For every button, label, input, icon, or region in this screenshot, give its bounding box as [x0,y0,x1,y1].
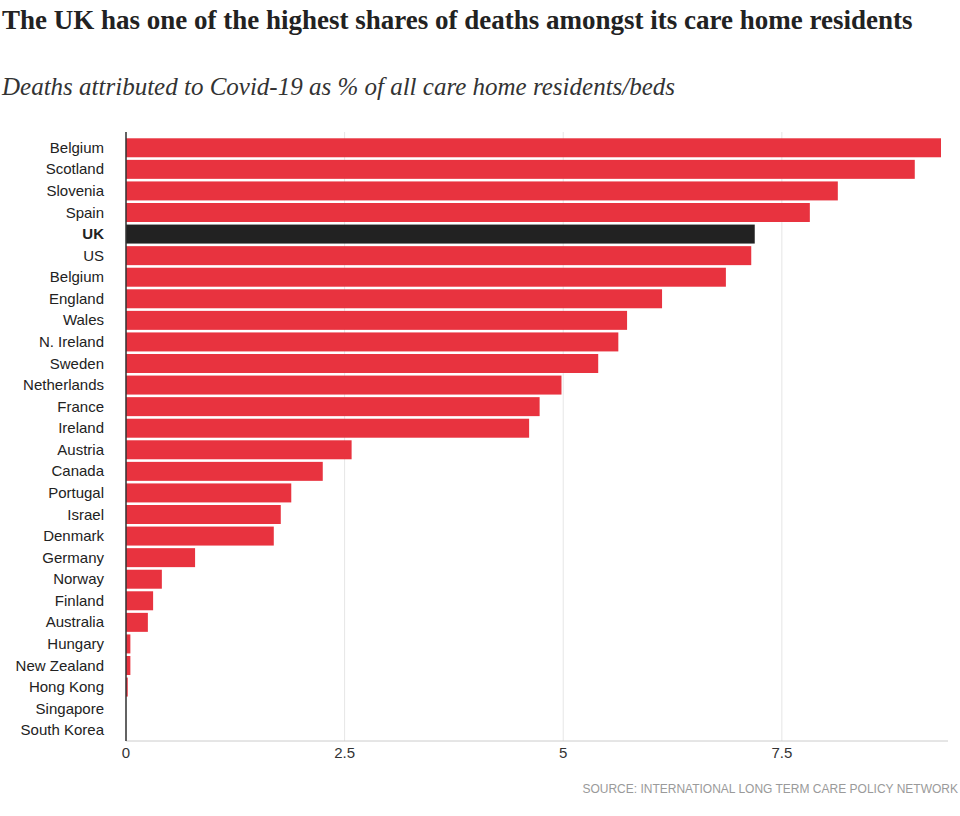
bar [126,289,662,308]
category-label: Slovenia [46,182,104,199]
category-label: Denmark [43,527,104,544]
category-label: Belgium [50,139,104,156]
category-label: Australia [46,613,105,630]
tick-label: 0 [122,744,130,761]
category-label: UK [82,225,104,242]
category-label: Austria [57,441,104,458]
category-label: US [83,247,104,264]
category-label: Canada [51,462,104,479]
bar [126,440,352,459]
bar [126,225,755,244]
bar [126,354,598,373]
category-label: N. Ireland [39,333,104,350]
category-label: Hong Kong [29,678,104,695]
x-axis-line [126,741,948,742]
tick-label: 5 [559,744,567,761]
category-label: New Zealand [16,657,104,674]
category-label: Sweden [50,355,104,372]
category-label: Netherlands [23,376,104,393]
category-label: France [57,398,104,415]
bar [126,376,561,395]
category-label: Israel [67,506,104,523]
source: SOURCE: INTERNATIONAL LONG TERM CARE POL… [582,782,958,796]
bar [126,570,162,589]
bar [126,311,627,330]
category-label: Wales [63,311,104,328]
chart: 0 2.5 5 7.5 Belgium Scotland Slovenia Spain UK US… [0,0,960,816]
category-label: Germany [42,549,104,566]
grid-line [781,132,782,741]
category-label: Finland [55,592,104,609]
bar [126,419,529,438]
bar [126,332,618,351]
bar [126,397,540,416]
bar [126,548,195,567]
bar [126,505,281,524]
bar [126,203,810,222]
bar [126,138,941,157]
category-label: Norway [53,570,104,587]
category-label: South Korea [21,721,105,738]
bar [126,462,323,481]
bar [126,246,751,265]
bar [126,527,274,546]
grid-line [126,132,127,741]
bar [126,268,726,287]
category-label: Spain [66,204,104,221]
tick-label: 7.5 [771,744,792,761]
bar [126,591,153,610]
bars [126,138,941,696]
category-label: England [49,290,104,307]
y-axis-line [125,132,127,741]
tick-label: 2.5 [334,744,355,761]
category-label: Ireland [58,419,104,436]
grid-line [563,132,564,741]
bar [126,160,915,179]
bar [126,613,148,632]
category-label: Belgium [50,268,104,285]
subtitle: Deaths attributed to Covid-19 as % of al… [2,72,942,102]
category-label: Portugal [48,484,104,501]
bar [126,483,291,502]
title: The UK has one of the highest shares of … [2,4,942,37]
category-label: Singapore [36,700,104,717]
bar [126,181,838,200]
category-label: Scotland [46,160,104,177]
category-label: Hungary [47,635,104,652]
